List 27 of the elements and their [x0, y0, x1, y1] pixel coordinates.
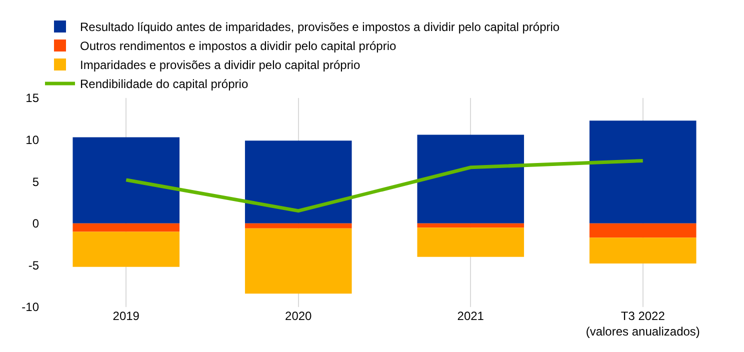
x-tick-label: 2019	[112, 309, 140, 323]
y-tick-label: 10	[26, 133, 40, 147]
bar	[589, 238, 696, 264]
bar	[417, 134, 524, 224]
bar	[589, 120, 696, 224]
line-series	[124, 158, 645, 213]
legend-label: Rendibilidade do capital próprio	[80, 77, 248, 92]
bar	[72, 223, 180, 232]
legend-label: Outros rendimentos e impostos a dividir pelo capital próprio	[80, 39, 396, 54]
legend-label: Imparidades e provisões a dividir pelo capital próprio	[80, 58, 360, 72]
bar	[244, 223, 352, 228]
x-tick-label: 2021	[457, 309, 484, 323]
x-tick-label: 2020	[285, 309, 312, 323]
y-tick-label: 5	[32, 174, 40, 189]
x-tick-label: T3 2022 (valores anualizados)	[586, 309, 700, 339]
y-tick-label: -10	[22, 300, 40, 314]
bar	[417, 223, 524, 228]
bar	[72, 137, 180, 224]
bar	[244, 228, 352, 294]
y-tick-label: -5	[28, 258, 40, 272]
legend-label: Resultado líquido antes de imparidades, provisões e impostos a dividir pelo capital próprio	[80, 20, 560, 34]
bar	[244, 140, 352, 224]
bar	[72, 232, 180, 267]
y-tick-label: 15	[26, 91, 40, 106]
y-tick-label: 0	[32, 216, 40, 231]
bar	[589, 223, 696, 238]
bar	[417, 228, 524, 257]
